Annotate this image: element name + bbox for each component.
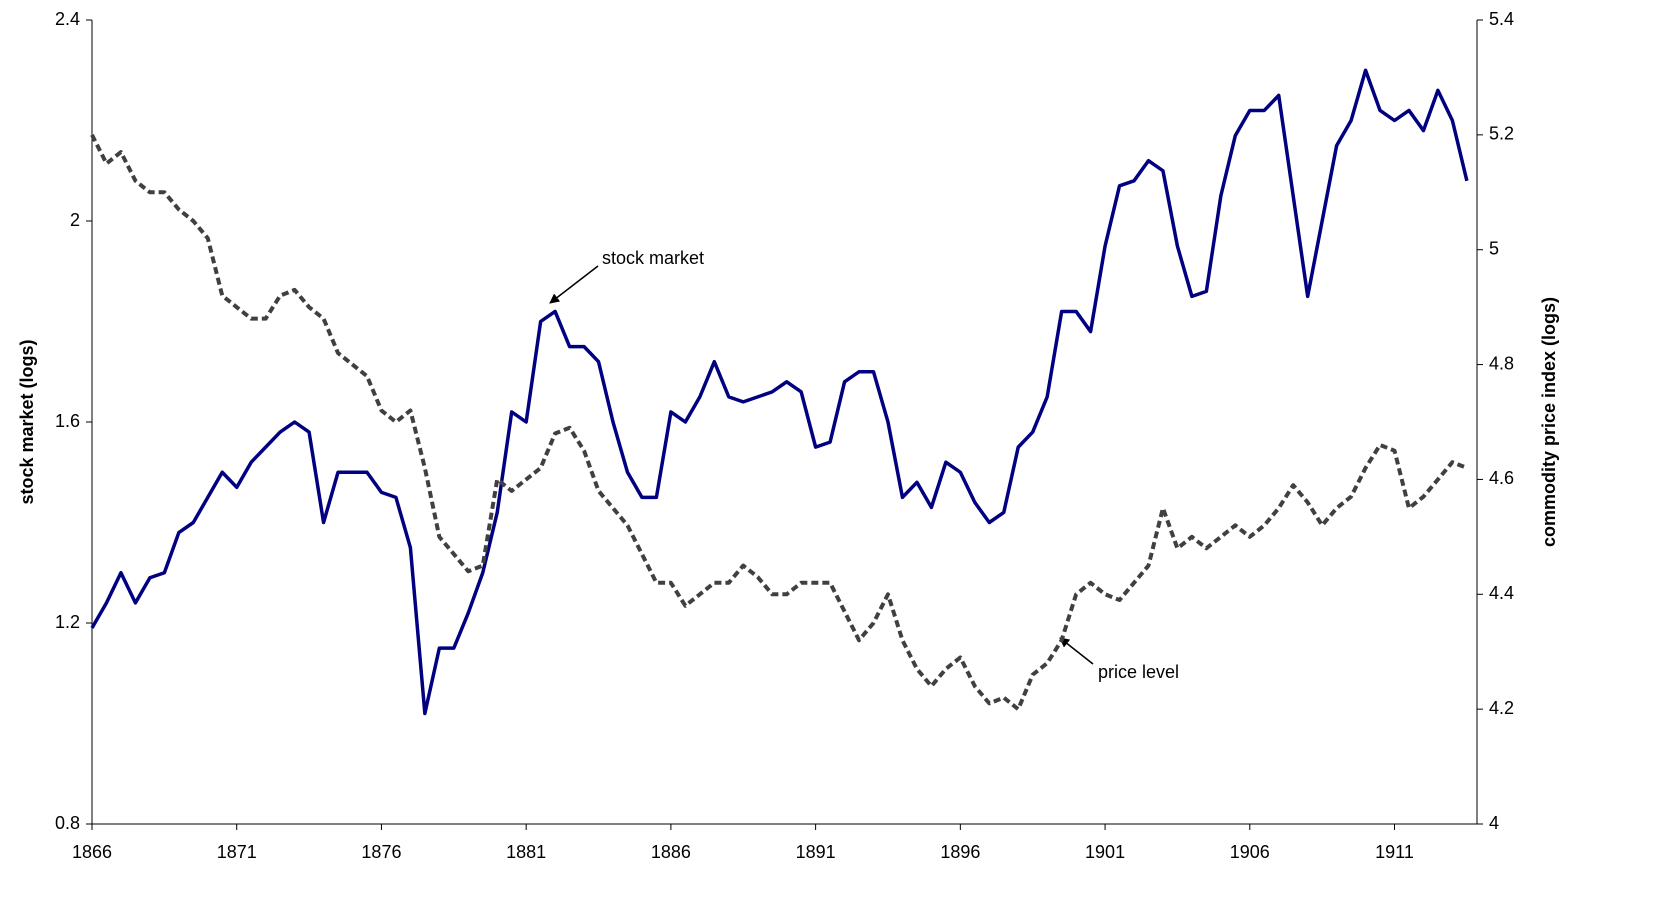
series-line — [90, 133, 1468, 712]
y2-axis-label: commodity price index (logs) — [1539, 297, 1559, 547]
y-axis-label: stock market (logs) — [17, 339, 37, 504]
x-tick-label: 1911 — [1375, 842, 1414, 862]
annotation: stock market — [602, 248, 704, 268]
y2-tick-label: 5 — [1489, 238, 1499, 258]
y2-tick-label: 5.2 — [1489, 124, 1514, 144]
x-tick-label: 1901 — [1085, 842, 1125, 862]
x-tick-label: 1871 — [217, 842, 257, 862]
y-tick-label: 2.4 — [55, 9, 80, 29]
annotation-arrow — [549, 265, 599, 304]
x-tick-label: 1906 — [1230, 842, 1270, 862]
x-tick-label: 1891 — [796, 842, 836, 862]
x-tick-label: 1896 — [940, 842, 980, 862]
series-line — [90, 68, 1469, 716]
y-tick-label: 2 — [70, 210, 80, 230]
y2-tick-label: 4.4 — [1489, 583, 1514, 603]
y2-tick-label: 4.8 — [1489, 353, 1514, 373]
y2-tick-label: 4 — [1489, 813, 1499, 833]
y-tick-label: 0.8 — [55, 813, 80, 833]
y-tick-label: 1.6 — [55, 411, 80, 431]
x-tick-label: 1876 — [361, 842, 401, 862]
annotation: price level — [1098, 662, 1179, 682]
y2-tick-label: 4.6 — [1489, 468, 1514, 488]
x-tick-label: 1866 — [72, 842, 112, 862]
annotation-arrow — [1059, 637, 1094, 665]
x-tick-label: 1886 — [651, 842, 691, 862]
y2-tick-label: 5.4 — [1489, 9, 1514, 29]
y-tick-label: 1.2 — [55, 612, 80, 632]
x-tick-label: 1881 — [506, 842, 546, 862]
y2-tick-label: 4.2 — [1489, 698, 1514, 718]
